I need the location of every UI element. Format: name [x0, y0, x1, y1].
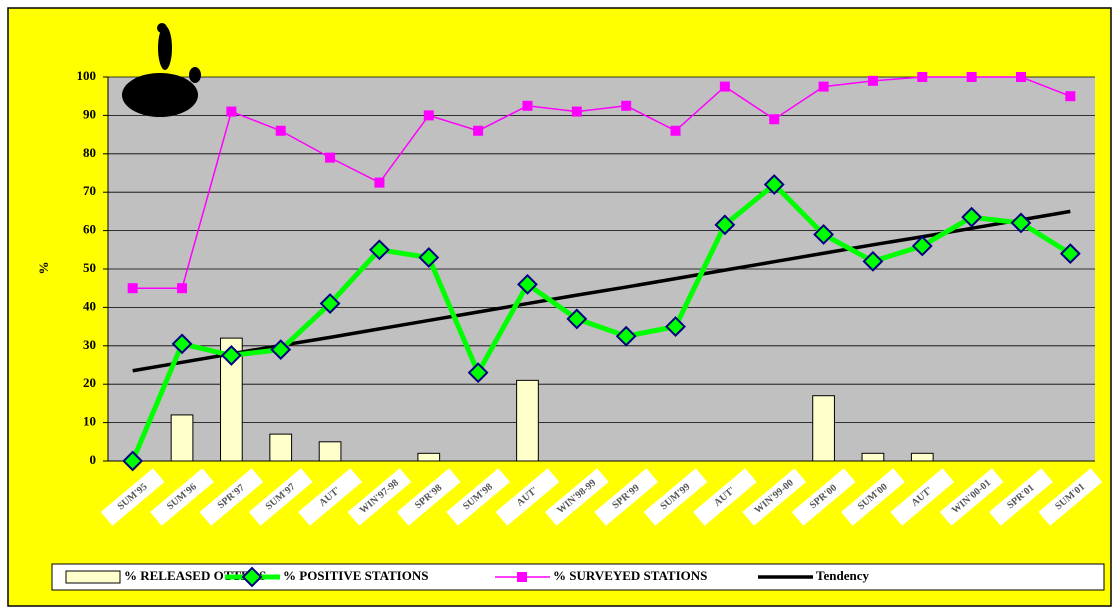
y-tick-label: 90 [83, 106, 96, 121]
marker [275, 125, 286, 136]
marker [177, 283, 188, 294]
bar [417, 452, 441, 462]
bar [220, 337, 243, 462]
marker [911, 235, 933, 257]
x-tick-box [446, 468, 510, 526]
marker [763, 174, 785, 195]
bar [861, 452, 885, 462]
x-tick-box [347, 468, 412, 526]
x-tick-box [396, 468, 461, 526]
x-tick-group: AUT' [890, 468, 955, 526]
marker [171, 333, 193, 355]
marker [319, 293, 341, 314]
x-tick-box [594, 468, 659, 526]
x-tick-group: AUT' [495, 468, 560, 526]
x-tick-box [544, 468, 609, 526]
marker [571, 106, 582, 117]
marker [566, 308, 588, 330]
marker [220, 344, 242, 366]
y-tick-label: 20 [83, 375, 96, 390]
x-tick-box [841, 468, 905, 526]
y-tick-label: 60 [83, 222, 96, 237]
bar [516, 379, 539, 462]
y-tick-label: 30 [83, 337, 96, 352]
marker [423, 110, 434, 121]
y-tick-label: 70 [83, 183, 96, 198]
x-tick-box [890, 468, 955, 526]
marker [917, 72, 928, 82]
marker [473, 125, 484, 136]
x-tick-box [495, 468, 560, 526]
legend-swatch [65, 570, 121, 584]
marker [522, 100, 533, 111]
x-tick-box [100, 468, 165, 526]
x-tick-box [248, 468, 313, 526]
marker [127, 283, 138, 294]
x-tick-box [199, 468, 264, 526]
marker [467, 362, 489, 384]
marker [369, 239, 390, 261]
marker [122, 450, 144, 472]
x-tick-group: AUT' [693, 468, 757, 526]
x-tick-box [989, 468, 1053, 526]
marker [621, 100, 632, 111]
marker [418, 247, 440, 268]
legend-label: % POSITIVE STATIONS [283, 568, 428, 583]
x-tick-box [150, 468, 214, 526]
marker [374, 177, 385, 188]
x-tick-box [298, 468, 362, 526]
y-tick-label: 80 [83, 145, 96, 160]
marker [517, 273, 538, 295]
x-tick-box [939, 468, 1004, 526]
x-tick-box [742, 468, 807, 526]
x-tick-box [693, 468, 757, 526]
y-tick-label: 10 [83, 414, 96, 429]
bar [269, 433, 293, 462]
marker [1059, 243, 1081, 265]
marker [226, 106, 237, 117]
line [132, 76, 1071, 289]
marker [813, 224, 834, 245]
bar [170, 414, 194, 462]
marker [615, 325, 637, 347]
y-axis-label: % [36, 262, 51, 275]
y-tick-label: 50 [83, 260, 96, 275]
legend-label: Tendency [816, 568, 869, 583]
marker [665, 316, 686, 338]
marker [862, 250, 884, 272]
bar [910, 452, 934, 462]
y-tick-label: 100 [77, 68, 97, 83]
bar [812, 395, 835, 462]
marker [719, 81, 730, 92]
marker [517, 572, 527, 582]
bar [318, 441, 342, 462]
x-tick-group: AUT' [298, 468, 362, 526]
marker [1065, 91, 1076, 102]
x-tick-box [643, 468, 708, 526]
marker [867, 75, 878, 86]
marker [1015, 72, 1026, 82]
legend-label: % SURVEYED STATIONS [553, 568, 707, 583]
x-tick-box [1038, 468, 1103, 526]
marker [961, 206, 983, 228]
marker [241, 566, 263, 588]
line [130, 181, 1072, 462]
marker [966, 72, 977, 82]
y-tick-label: 0 [90, 452, 97, 467]
otter-logo [122, 23, 201, 117]
marker [325, 152, 336, 163]
marker [670, 125, 681, 136]
marker [818, 81, 829, 92]
marker [769, 114, 780, 125]
marker [270, 339, 292, 361]
y-tick-label: 40 [83, 298, 96, 313]
x-tick-box [791, 468, 856, 526]
marker [714, 214, 736, 236]
marker [1010, 212, 1032, 234]
